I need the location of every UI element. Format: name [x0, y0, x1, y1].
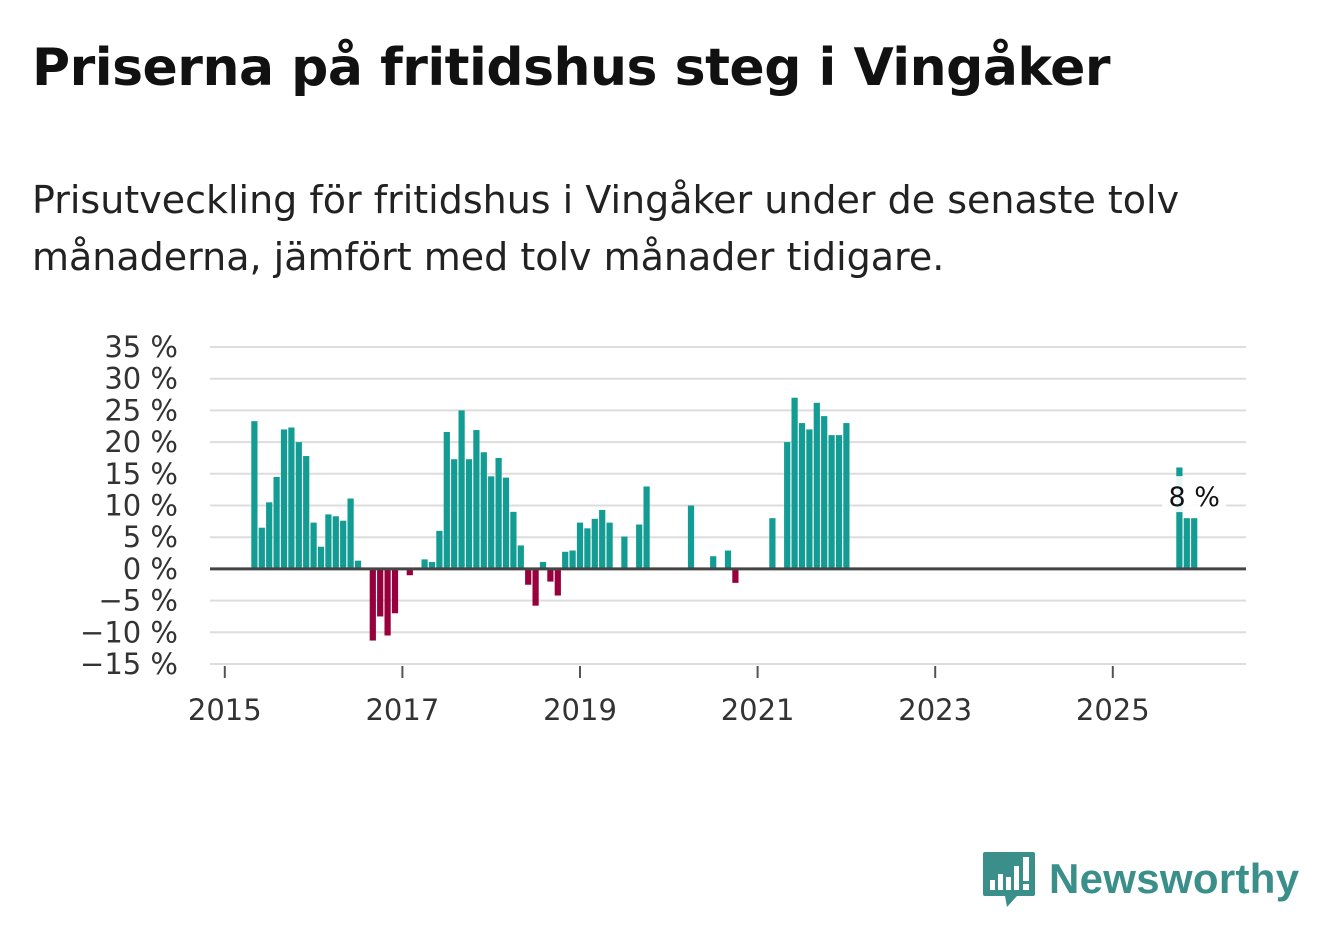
bar — [473, 430, 480, 569]
bar — [1191, 518, 1198, 569]
bar — [428, 561, 436, 569]
bar — [325, 514, 332, 569]
bar — [835, 435, 843, 569]
bar — [724, 550, 732, 569]
bar — [687, 505, 695, 569]
bar — [502, 477, 510, 569]
y-tick-label: 5 % — [123, 520, 178, 554]
bar — [495, 457, 502, 569]
bar — [273, 476, 280, 569]
bars — [251, 397, 1198, 641]
bar — [591, 518, 598, 569]
chart-subtitle: Prisutveckling för fritidshus i Vingåker… — [32, 178, 1180, 279]
bar — [576, 522, 584, 569]
bar — [843, 423, 850, 569]
bar — [310, 522, 317, 569]
bar — [377, 568, 384, 617]
annotation-bg — [1162, 476, 1227, 513]
bar — [828, 435, 835, 569]
bar — [354, 560, 362, 569]
bar — [606, 522, 613, 569]
bar — [532, 568, 539, 606]
bar — [280, 429, 288, 569]
bar — [451, 459, 458, 569]
y-tick-label: −10 % — [80, 615, 178, 649]
bar — [303, 456, 310, 569]
bar — [436, 530, 443, 569]
bar — [732, 568, 739, 583]
newsworthy-logo-icon — [983, 852, 1035, 907]
bar — [806, 429, 813, 569]
bar — [1176, 467, 1183, 569]
bar — [813, 402, 820, 569]
bar — [821, 416, 828, 569]
x-tick-label: 2023 — [898, 693, 972, 727]
bar — [710, 556, 717, 569]
y-tick-label: 10 % — [104, 489, 178, 523]
bar — [421, 559, 428, 569]
bar — [340, 520, 347, 569]
bar — [621, 536, 628, 569]
x-tick-label: 2015 — [188, 693, 262, 727]
bar — [539, 561, 547, 569]
bar — [636, 524, 643, 569]
bar — [391, 568, 399, 614]
bar — [406, 568, 413, 576]
annotation-label: 8 % — [1168, 482, 1219, 513]
bar — [288, 427, 295, 569]
y-tick-label: 30 % — [104, 362, 178, 396]
y-tick-label: 25 % — [104, 393, 178, 427]
bar — [569, 550, 576, 569]
x-tick-label: 2017 — [365, 693, 439, 727]
brand-name: Newsworthy — [1049, 855, 1300, 902]
newsworthy-logo: Newsworthy — [981, 850, 1299, 908]
y-tick-label: −15 % — [80, 647, 178, 681]
bar-chart: 35 %30 %25 %20 %15 %10 %5 %0 %−5 %−10 %−… — [80, 330, 1246, 727]
y-tick-label: 0 % — [123, 552, 178, 586]
bar — [258, 527, 265, 569]
bar — [488, 476, 495, 569]
bar — [784, 442, 791, 569]
x-tick-label: 2019 — [543, 693, 617, 727]
bar — [480, 452, 487, 569]
bar — [584, 528, 591, 569]
bar — [510, 511, 517, 569]
bar — [599, 509, 606, 569]
bar — [317, 546, 325, 569]
y-tick-label: −5 % — [98, 584, 178, 618]
bar — [554, 568, 561, 596]
bar — [562, 551, 569, 569]
bar — [347, 498, 354, 569]
bar — [384, 568, 391, 636]
annotation: 8 % — [1162, 476, 1227, 513]
bar — [458, 410, 465, 569]
bar — [643, 486, 650, 569]
bar — [517, 545, 524, 569]
y-axis-ticks: 35 %30 %25 %20 %15 %10 %5 %0 %−5 %−10 %−… — [80, 330, 178, 681]
bar — [369, 568, 376, 641]
bar — [295, 442, 302, 569]
bar — [798, 423, 806, 569]
bar — [251, 421, 258, 569]
gridlines — [210, 346, 1246, 665]
y-tick-label: 35 % — [104, 330, 178, 364]
x-tick-label: 2021 — [721, 693, 795, 727]
chart-title: Priserna på fritidshus steg i Vingåker — [32, 38, 1111, 98]
bar — [332, 516, 339, 569]
bar — [791, 397, 798, 569]
bar — [443, 431, 450, 569]
bar — [547, 568, 554, 582]
bar — [465, 459, 473, 569]
y-tick-label: 20 % — [104, 425, 178, 459]
bar — [525, 568, 532, 585]
bar — [1183, 518, 1190, 569]
x-tick-label: 2025 — [1076, 693, 1150, 727]
bar — [769, 518, 776, 569]
bar — [266, 502, 273, 569]
x-axis-ticks: 2015 2017 2019 2021 2023 2025 — [188, 666, 1150, 727]
y-tick-label: 15 % — [104, 457, 178, 491]
